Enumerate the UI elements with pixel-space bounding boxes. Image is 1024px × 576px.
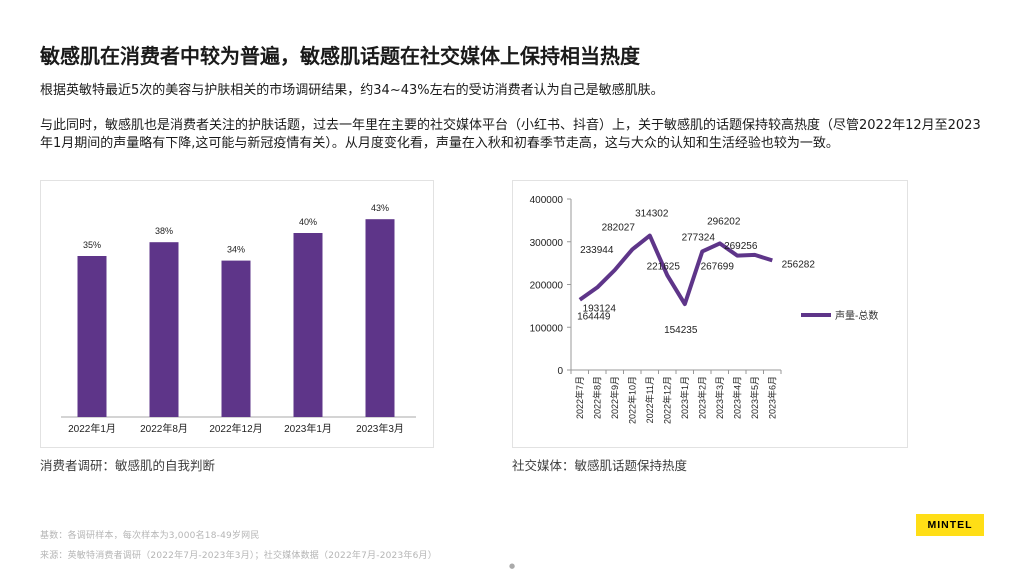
legend-label: 声量-总数 xyxy=(835,309,878,322)
line-data-label: 282027 xyxy=(602,222,636,233)
social-line-chart-panel: 声量-总数 0 100000 200000 300000 400000 2022年7月 20… xyxy=(512,180,908,448)
bar-2 xyxy=(149,242,179,417)
line-data-label: 221625 xyxy=(647,261,681,272)
bar-data-label: 43% xyxy=(371,203,389,213)
survey-bar-chart-panel: 35% 2022年1月 38% 2022年8月 34% 2022年12月 40% 2023年1… xyxy=(40,180,434,448)
x-tick-label: 2023年4月 xyxy=(731,376,742,419)
page-title: 敏感肌在消费者中较为普遍，敏感肌话题在社交媒体上保持相当热度 xyxy=(40,44,640,68)
x-tick-label: 2022年10月 xyxy=(626,376,637,424)
x-tick-label: 2023年3月 xyxy=(714,376,725,419)
line-chart-caption: 社交媒体：敏感肌话题保持热度 xyxy=(512,458,688,473)
line-data-label: 277324 xyxy=(682,232,716,243)
bar-1 xyxy=(77,256,107,417)
x-tick-label: 2022年11月 xyxy=(644,376,655,423)
survey-bar-chart: 35% 2022年1月 38% 2022年8月 34% 2022年12月 40% 2023年1… xyxy=(61,203,416,435)
bar-data-label: 34% xyxy=(227,245,245,255)
x-tick-label: 2023年2月 xyxy=(696,376,707,419)
bar-category-label: 2023年1月 xyxy=(284,422,332,435)
base-note: 基数：各调研样本，每次样本为3,000名18-49岁网民 xyxy=(40,531,260,541)
x-tick-label: 2023年1月 xyxy=(679,376,690,419)
bar-chart-caption: 消费者调研：敏感肌的自我判断 xyxy=(40,458,216,473)
series-line-voice-volume xyxy=(578,233,773,307)
x-tick-label: 2022年8月 xyxy=(591,376,602,419)
bar-data-label: 35% xyxy=(83,240,101,250)
x-tick-label: 2022年12月 xyxy=(661,376,672,424)
line-data-label: 154235 xyxy=(664,325,698,336)
x-tick-label: 2023年6月 xyxy=(766,376,777,419)
bar-4 xyxy=(293,233,323,417)
bar-data-label: 38% xyxy=(155,226,173,236)
line-data-label: 269256 xyxy=(724,241,758,252)
line-data-label: 233944 xyxy=(580,245,614,256)
x-tick-label: 2022年9月 xyxy=(609,376,620,419)
y-tick-label: 200000 xyxy=(530,281,564,292)
bar-category-label: 2022年8月 xyxy=(140,422,188,435)
bar-category-label: 2022年1月 xyxy=(68,422,116,435)
x-tick-label: 2022年7月 xyxy=(574,376,585,419)
line-data-label: 164449 xyxy=(577,312,611,323)
y-tick-label: 100000 xyxy=(530,323,564,334)
page-dot: ● xyxy=(509,562,516,570)
x-tick-label: 2023年5月 xyxy=(749,376,760,419)
mintel-logo: MINTEL xyxy=(916,514,984,536)
line-data-label: 296202 xyxy=(707,216,741,227)
bar-3 xyxy=(221,260,251,417)
line-data-label: 267699 xyxy=(701,262,735,273)
bar-data-label: 40% xyxy=(299,217,317,227)
line-data-label: 256282 xyxy=(782,259,816,270)
bar-category-label: 2022年12月 xyxy=(209,422,262,435)
bar-5 xyxy=(365,219,395,417)
line-data-label: 193124 xyxy=(583,303,617,314)
y-tick-label: 400000 xyxy=(530,195,564,206)
y-tick-label: 300000 xyxy=(530,238,564,249)
y-tick-label: 0 xyxy=(557,366,563,377)
intro-paragraph: 根据英敏特最近5次的美容与护肤相关的市场调研结果，约34~43%左右的受访消费者… xyxy=(40,83,664,98)
source-note: 来源：英敏特消费者调研（2022年7月-2023年3月）；社交媒体数据（2022… xyxy=(40,551,437,561)
line-data-label: 314302 xyxy=(635,209,669,220)
social-line-chart: 声量-总数 0 100000 200000 300000 400000 2022年7月 20… xyxy=(530,195,879,424)
detail-paragraph: 与此同时，敏感肌也是消费者关注的护肤话题，过去一年里在主要的社交媒体平台（小红书… xyxy=(40,118,981,151)
bar-category-label: 2023年3月 xyxy=(356,422,404,435)
